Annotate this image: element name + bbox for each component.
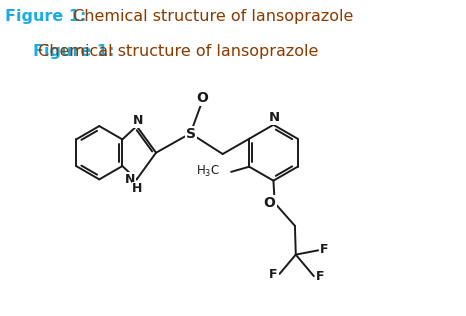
- Text: Figure 1:: Figure 1:: [33, 44, 115, 59]
- Text: F: F: [320, 243, 329, 256]
- Text: Chemical structure of lansoprazole: Chemical structure of lansoprazole: [68, 9, 353, 24]
- Text: O: O: [196, 91, 208, 105]
- Text: N: N: [133, 113, 144, 126]
- Text: H: H: [132, 182, 143, 195]
- Text: F: F: [315, 270, 324, 283]
- Text: Figure 1:: Figure 1:: [5, 9, 86, 24]
- Text: N: N: [269, 112, 280, 125]
- Text: O: O: [264, 196, 275, 210]
- Text: H$_3$C: H$_3$C: [196, 164, 220, 179]
- Text: N: N: [124, 173, 135, 186]
- Text: Chemical structure of lansoprazole: Chemical structure of lansoprazole: [34, 44, 319, 59]
- Text: S: S: [186, 127, 196, 141]
- Text: F: F: [269, 268, 278, 281]
